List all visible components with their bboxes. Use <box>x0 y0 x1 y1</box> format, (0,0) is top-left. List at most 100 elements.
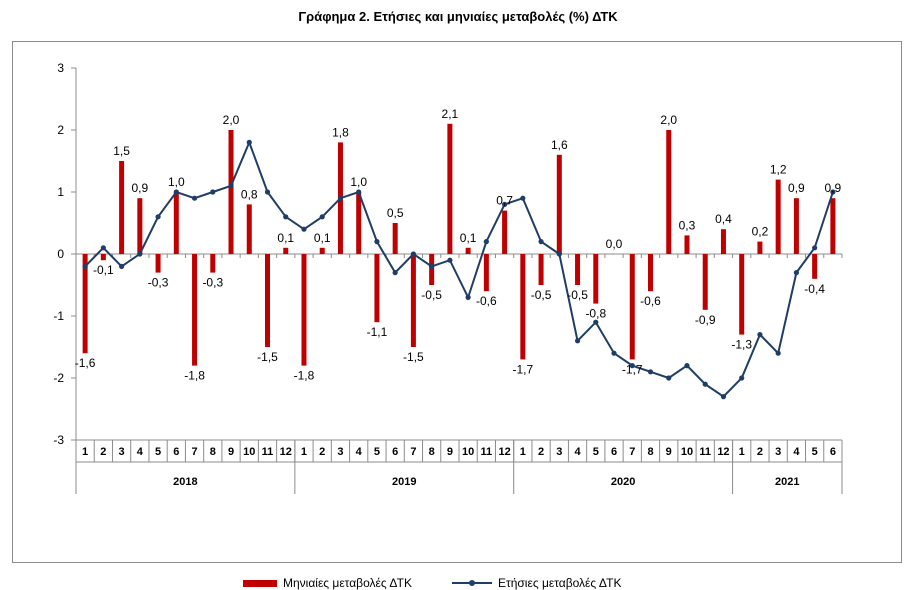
monthly-bar <box>703 254 708 310</box>
month-label: 9 <box>666 446 672 458</box>
bar-data-label: 2,0 <box>660 113 677 127</box>
month-label: 2 <box>319 446 325 458</box>
bar-data-label: 0,4 <box>715 212 732 226</box>
bar-data-label: -1,3 <box>731 338 752 352</box>
monthly-bar <box>757 242 762 254</box>
monthly-bar <box>593 254 598 304</box>
monthly-bar <box>320 248 325 254</box>
annual-point <box>155 214 160 219</box>
bar-data-label: 0,2 <box>752 225 769 239</box>
monthly-bar <box>648 254 653 291</box>
monthly-bar <box>247 204 252 254</box>
monthly-bar <box>575 254 580 285</box>
annual-point <box>520 196 525 201</box>
bar-data-label: -0,5 <box>421 288 442 302</box>
monthly-bar <box>174 192 179 254</box>
bar-data-label: -0,1 <box>93 263 114 277</box>
monthly-bar <box>830 198 835 254</box>
legend-item-annual: Ετήσιες μεταβολές ΔΤΚ <box>452 576 622 590</box>
monthly-bar <box>119 161 124 254</box>
annual-point <box>356 189 361 194</box>
month-label: 3 <box>556 446 562 458</box>
month-label: 10 <box>243 446 255 458</box>
monthly-bar <box>265 254 270 347</box>
bar-data-label: 0,1 <box>277 231 294 245</box>
month-label: 9 <box>228 446 234 458</box>
bar-data-label: 2,1 <box>442 107 459 121</box>
annual-point <box>429 264 434 269</box>
month-label: 2 <box>757 446 763 458</box>
bar-data-label: 0,9 <box>788 181 805 195</box>
annual-point <box>338 196 343 201</box>
annual-point <box>101 245 106 250</box>
bar-data-label: -1,1 <box>367 325 388 339</box>
month-label: 9 <box>447 446 453 458</box>
annual-point <box>794 270 799 275</box>
month-label: 1 <box>82 446 88 458</box>
annual-point <box>265 189 270 194</box>
monthly-bar <box>101 254 106 260</box>
annual-point <box>83 264 88 269</box>
bar-data-label: -1,5 <box>403 350 424 364</box>
monthly-bar <box>666 130 671 254</box>
annual-point <box>538 239 543 244</box>
month-label: 5 <box>812 446 818 458</box>
month-label: 4 <box>574 446 581 458</box>
month-label: 5 <box>374 446 380 458</box>
monthly-bar <box>776 180 781 254</box>
bar-data-label: -0,9 <box>695 313 716 327</box>
annual-point <box>283 214 288 219</box>
bar-data-label: -0,5 <box>531 288 552 302</box>
bar-data-label: -0,5 <box>567 288 588 302</box>
annual-point <box>374 239 379 244</box>
annual-point <box>575 338 580 343</box>
year-label: 2020 <box>611 476 635 488</box>
year-label: 2018 <box>173 476 197 488</box>
y-tick-label: 3 <box>57 61 64 75</box>
month-label: 6 <box>392 446 398 458</box>
month-label: 11 <box>262 446 274 458</box>
annual-point <box>757 332 762 337</box>
monthly-bar <box>630 254 635 359</box>
annual-point <box>466 295 471 300</box>
month-label: 1 <box>520 446 526 458</box>
annual-point <box>812 245 817 250</box>
annual-change-line <box>85 142 833 396</box>
annual-point <box>137 251 142 256</box>
bar-data-label: -1,7 <box>512 362 533 376</box>
monthly-bar <box>721 229 726 254</box>
bar-data-label: 1,6 <box>551 138 568 152</box>
month-label: 10 <box>462 446 474 458</box>
legend-label-annual: Ετήσιες μεταβολές ΔΤΚ <box>498 576 622 590</box>
month-label: 4 <box>137 446 144 458</box>
monthly-bar <box>557 155 562 254</box>
monthly-bar <box>794 198 799 254</box>
bar-data-label: 1,0 <box>168 175 185 189</box>
bar-data-label: -1,8 <box>294 369 315 383</box>
month-label: 12 <box>717 446 729 458</box>
bar-data-label: 1,0 <box>350 175 367 189</box>
monthly-bar <box>466 248 471 254</box>
monthly-bar <box>739 254 744 335</box>
monthly-bar <box>301 254 306 366</box>
month-label: 5 <box>593 446 599 458</box>
bar-data-label: 0,5 <box>387 206 404 220</box>
y-tick-label: 1 <box>57 185 64 199</box>
annual-point <box>684 363 689 368</box>
bar-data-label: -0,6 <box>476 294 497 308</box>
bar-data-label: 0,9 <box>131 181 148 195</box>
annual-point <box>557 251 562 256</box>
monthly-bar <box>411 254 416 347</box>
monthly-bar <box>137 198 142 254</box>
month-label: 6 <box>611 446 617 458</box>
annual-point <box>247 140 252 145</box>
month-label: 10 <box>681 446 693 458</box>
monthly-bar <box>192 254 197 366</box>
bar-data-label: 2,0 <box>223 113 240 127</box>
bar-data-label: 1,5 <box>113 144 130 158</box>
month-label: 12 <box>498 446 510 458</box>
month-label: 3 <box>775 446 781 458</box>
bar-data-label: -0,3 <box>148 276 169 290</box>
bar-data-label: 0,7 <box>496 194 513 208</box>
